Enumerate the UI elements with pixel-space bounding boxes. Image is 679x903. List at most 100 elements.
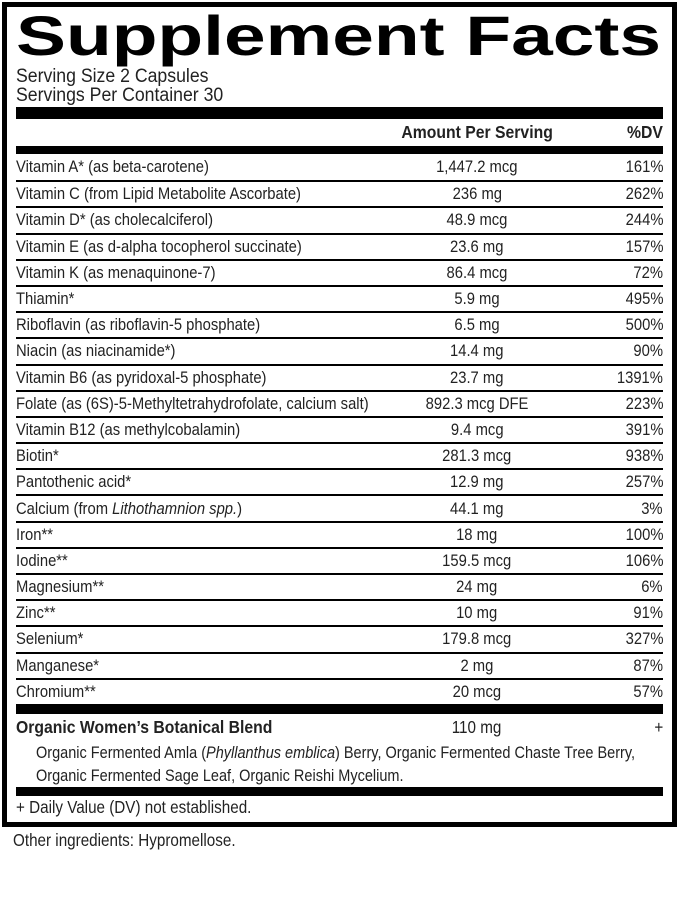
nutrient-amount: 9.4 mcg — [377, 420, 577, 440]
nutrient-name: Iodine** — [16, 551, 377, 571]
nutrient-amount-text: 48.9 mcg — [446, 210, 508, 230]
nutrient-amount-text: 10 mg — [456, 603, 498, 623]
nutrient-name: Biotin* — [16, 446, 377, 466]
nutrient-name: Vitamin A* (as beta-carotene) — [16, 157, 377, 177]
nutrient-name-text: Vitamin C (from Lipid Metabolite Ascorba… — [16, 184, 301, 204]
nutrient-dv-text: 90% — [633, 341, 663, 361]
nutrient-name: Vitamin C (from Lipid Metabolite Ascorba… — [16, 184, 377, 204]
nutrient-dv-text: 161% — [625, 157, 663, 177]
nutrient-row: Folate (as (6S)-5-Methyltetrahydrofolate… — [16, 389, 663, 416]
nutrient-row: Calcium (from Lithothamnion spp.) 44.1 mg… — [16, 494, 663, 520]
nutrient-dv: 327% — [577, 629, 663, 649]
nutrient-amount-text: 20 mcg — [452, 681, 502, 701]
nutrient-amount: 281.3 mcg — [377, 446, 577, 466]
nutrient-name-text: Vitamin K (as menaquinone-7) — [16, 262, 216, 282]
nutrient-name: Thiamin* — [16, 289, 377, 309]
nutrient-dv: 500% — [577, 315, 663, 335]
nutrient-dv: 100% — [577, 525, 663, 545]
nutrient-name-text: Magnesium** — [16, 577, 104, 597]
nutrient-row: Riboflavin (as riboflavin-5 phosphate) 6.… — [16, 311, 663, 337]
nutrient-name: Selenium* — [16, 629, 377, 649]
column-header-amount-text: Amount Per Serving — [401, 122, 553, 142]
nutrient-name-text: Vitamin B12 (as methylcobalamin) — [16, 419, 241, 439]
blend-description-text: Organic Fermented Amla (Phyllanthus embl… — [36, 742, 636, 785]
nutrient-row: Vitamin B12 (as methylcobalamin) 9.4 mcg 3… — [16, 415, 663, 442]
nutrient-dv: 157% — [577, 237, 663, 257]
other-ingredients-text: Other ingredients: Hypromellose. — [13, 829, 236, 850]
nutrient-name-text: Chromium** — [16, 681, 96, 701]
footnote: + Daily Value (DV) not established. — [16, 796, 663, 820]
table-header-row: Amount Per Serving %DV — [16, 119, 663, 146]
nutrient-amount-text: 14.4 mg — [450, 341, 504, 361]
blend-row: Organic Women’s Botanical Blend 110 mg + — [16, 714, 663, 741]
nutrient-dv-text: 327% — [625, 629, 663, 649]
nutrient-dv: 3% — [577, 499, 663, 519]
nutrient-name-text: Iron** — [16, 524, 54, 544]
page-title: Supplement Facts — [16, 9, 661, 67]
column-header-amount: Amount Per Serving — [377, 122, 577, 143]
blend-description: Organic Fermented Amla (Phyllanthus embl… — [16, 741, 663, 787]
nutrient-dv-text: 72% — [633, 262, 663, 282]
nutrient-dv-text: 3% — [641, 498, 663, 518]
nutrient-amount: 14.4 mg — [377, 341, 577, 361]
blend-dv-text: + — [654, 716, 663, 737]
nutrient-dv: 72% — [577, 263, 663, 283]
nutrient-amount: 159.5 mcg — [377, 551, 577, 571]
nutrient-amount-text: 44.1 mg — [450, 498, 504, 518]
nutrient-amount-text: 9.4 mcg — [450, 419, 504, 439]
nutrient-dv: 391% — [577, 420, 663, 440]
nutrient-name-text: Zinc** — [16, 603, 56, 623]
nutrient-name-text: Iodine** — [16, 550, 68, 570]
nutrient-amount: 236 mg — [377, 184, 577, 204]
nutrient-amount-text: 159.5 mcg — [442, 550, 512, 570]
nutrient-amount-text: 179.8 mcg — [442, 629, 512, 649]
other-ingredients: Other ingredients: Hypromellose. — [13, 830, 679, 850]
nutrient-name-text: Manganese* — [16, 655, 100, 675]
nutrient-dv-text: 391% — [625, 419, 663, 439]
footnote-text: + Daily Value (DV) not established. — [16, 797, 252, 818]
nutrient-dv: 87% — [577, 656, 663, 676]
nutrient-dv: 257% — [577, 472, 663, 492]
nutrient-amount-text: 24 mg — [456, 577, 498, 597]
divider-bar-footnote — [16, 786, 663, 796]
nutrient-name-text: Vitamin D* (as cholecalciferol) — [16, 210, 214, 230]
nutrient-amount-text: 6.5 mg — [454, 315, 500, 335]
nutrient-row: Vitamin D* (as cholecalciferol) 48.9 mcg 2… — [16, 206, 663, 232]
column-header-dv-text: %DV — [627, 122, 663, 142]
nutrient-name: Vitamin D* (as cholecalciferol) — [16, 210, 377, 230]
nutrient-amount: 23.6 mg — [377, 237, 577, 257]
nutrient-amount-text: 1,447.2 mcg — [436, 157, 518, 177]
nutrient-amount: 24 mg — [377, 577, 577, 597]
nutrient-name-text: Pantothenic acid* — [16, 472, 132, 492]
nutrient-name-text: Vitamin B6 (as pyridoxal-5 phosphate) — [16, 367, 267, 387]
nutrient-row: Biotin* 281.3 mcg 938% — [16, 442, 663, 468]
divider-bar-header — [16, 146, 663, 154]
nutrient-row: Vitamin A* (as beta-carotene) 1,447.2 mcg… — [16, 154, 663, 180]
nutrient-name: Pantothenic acid* — [16, 472, 377, 492]
nutrient-amount: 18 mg — [377, 525, 577, 545]
nutrient-amount: 86.4 mcg — [377, 263, 577, 283]
nutrient-dv: 223% — [577, 394, 663, 414]
nutrient-name: Manganese* — [16, 656, 377, 676]
nutrient-name-text: Riboflavin (as riboflavin-5 phosphate) — [16, 315, 261, 335]
nutrient-amount-text: 236 mg — [452, 184, 502, 204]
nutrient-name-text: Biotin* — [16, 446, 59, 466]
nutrient-row: Magnesium** 24 mg 6% — [16, 573, 663, 599]
title-banner: Supplement Facts — [16, 9, 661, 67]
nutrient-dv-text: 100% — [625, 524, 663, 544]
serving-size: Serving Size 2 Capsules — [16, 67, 663, 86]
nutrient-dv-text: 257% — [625, 472, 663, 492]
nutrient-dv-text: 262% — [625, 184, 663, 204]
nutrient-amount: 20 mcg — [377, 682, 577, 702]
nutrient-amount: 2 mg — [377, 656, 577, 676]
divider-bar-top — [16, 107, 663, 119]
servings-per-container: Servings Per Container 30 — [16, 86, 663, 105]
nutrient-dv-text: 500% — [625, 315, 663, 335]
nutrient-name: Iron** — [16, 525, 377, 545]
nutrient-name-text: Calcium (from Lithothamnion spp.) — [16, 498, 243, 518]
nutrient-amount: 179.8 mcg — [377, 629, 577, 649]
nutrient-dv-text: 223% — [625, 393, 663, 413]
nutrient-amount-text: 18 mg — [456, 524, 498, 544]
nutrient-amount: 23.7 mg — [377, 368, 577, 388]
nutrient-dv: 495% — [577, 289, 663, 309]
